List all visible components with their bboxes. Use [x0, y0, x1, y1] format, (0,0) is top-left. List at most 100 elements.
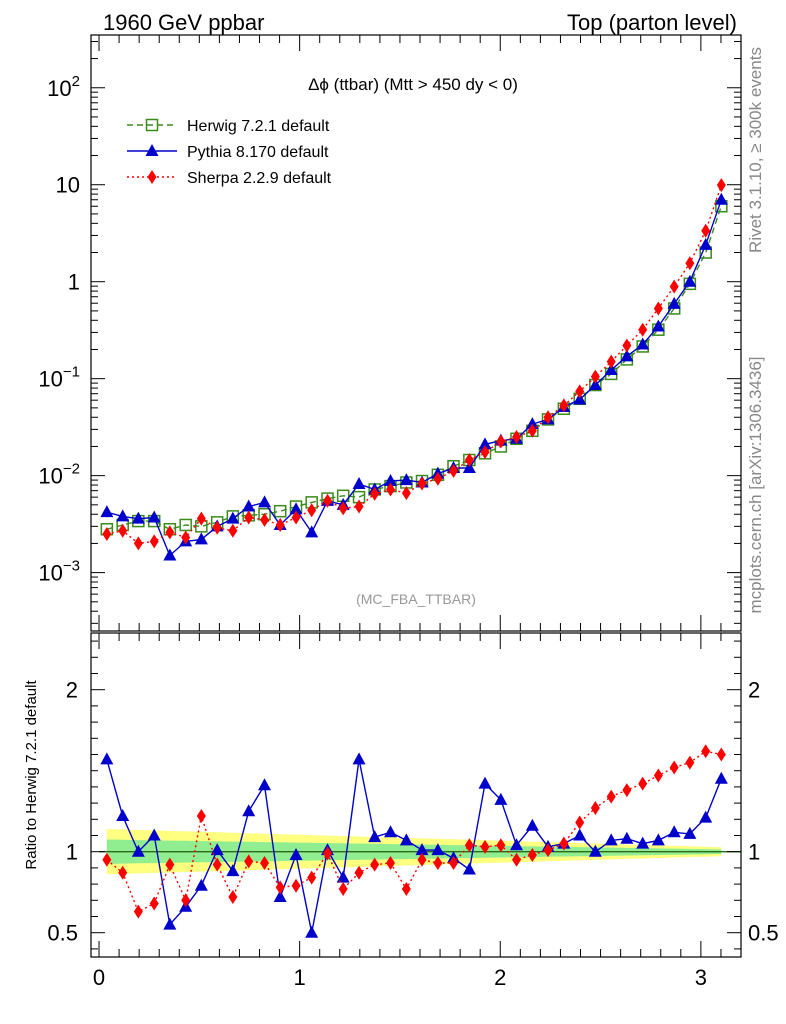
ratio-data-point	[147, 828, 161, 841]
ratio-y-axis-label: Ratio to Herwig 7.2.1 default	[23, 680, 40, 870]
ratio-y-tick-label-right: 2	[748, 678, 760, 703]
data-point	[636, 337, 650, 350]
data-point	[165, 525, 175, 540]
data-point	[449, 463, 459, 478]
data-point	[289, 502, 303, 515]
ratio-data-point	[431, 843, 445, 856]
ratio-y-tick-label-right: 1	[748, 840, 760, 865]
data-point	[338, 501, 348, 516]
data-point	[480, 445, 490, 460]
data-point	[118, 523, 128, 538]
y-tick-label: 10−2	[38, 461, 80, 489]
data-point	[100, 505, 114, 518]
mcplots-label: mcplots.cern.ch [arXiv:1306.3436]	[746, 356, 765, 613]
data-point	[273, 504, 287, 518]
ratio-data-point	[636, 836, 650, 849]
ratio-data-point	[620, 831, 634, 844]
ratio-data-point	[399, 833, 413, 846]
ratio-data-point	[494, 792, 508, 805]
ratio-data-point	[699, 810, 713, 823]
data-point	[590, 369, 600, 384]
ratio-data-point	[275, 880, 285, 895]
x-tick-label: 2	[494, 965, 506, 990]
data-point	[620, 349, 634, 362]
x-tick-label: 3	[695, 965, 707, 990]
data-point	[116, 509, 130, 522]
legend-marker	[145, 144, 159, 156]
data-point	[525, 417, 539, 430]
data-point	[653, 301, 663, 316]
ratio-data-point	[273, 890, 287, 903]
data-point	[194, 532, 208, 545]
data-point	[147, 510, 161, 523]
data-point	[559, 398, 569, 413]
data-point	[699, 237, 713, 250]
data-point	[196, 511, 206, 526]
x-tick-label: 0	[93, 965, 105, 990]
series-line	[106, 199, 722, 557]
ratio-data-point	[354, 865, 364, 880]
data-point	[244, 510, 254, 525]
ratio-y-tick-label: 1	[66, 840, 78, 865]
ratio-panel: 0.5 0.5 1 1 2 2 0 1 2 3 Ratio to Herwig 7.2.1 defa…	[23, 632, 779, 990]
ratio-data-point	[543, 843, 553, 858]
data-point	[226, 511, 240, 524]
ratio-data-point	[401, 881, 411, 896]
ratio-data-point	[102, 852, 112, 867]
data-point	[370, 486, 380, 501]
ratio-data-point	[653, 768, 663, 783]
data-point	[305, 525, 319, 538]
ratio-data-point	[118, 865, 128, 880]
ratio-series-line	[106, 759, 722, 933]
data-point	[384, 474, 398, 487]
ratio-data-point	[289, 847, 303, 860]
ratio-data-point	[480, 839, 490, 854]
ratio-data-point	[496, 838, 506, 853]
ratio-data-point	[196, 809, 206, 824]
y-tick-label: 10	[56, 173, 80, 198]
ratio-data-point	[478, 776, 492, 789]
series-pythia	[100, 192, 728, 561]
data-point	[716, 178, 726, 193]
data-point	[242, 499, 256, 512]
data-point	[212, 520, 222, 535]
ratio-data-point	[370, 857, 380, 872]
ratio-data-point	[525, 818, 539, 831]
ratio-data-point	[590, 800, 600, 815]
ratio-data-point	[131, 844, 145, 857]
ratio-data-point	[464, 838, 474, 853]
data-point	[604, 362, 618, 375]
ratio-data-point	[384, 825, 398, 838]
data-point	[131, 511, 145, 524]
ratio-data-point	[307, 870, 317, 885]
ratio-data-point	[433, 856, 443, 871]
data-point	[714, 192, 728, 205]
ratio-series-pythia	[100, 752, 728, 938]
data-point	[464, 452, 474, 467]
ratio-data-point	[512, 852, 522, 867]
data-point	[260, 512, 270, 527]
ratio-data-point	[449, 856, 459, 871]
ratio-data-point	[258, 778, 272, 791]
chart-title: Δϕ (ttbar) (Mtt > 450 dy < 0)	[308, 75, 518, 94]
legend-item: Sherpa 2.2.9 default	[127, 170, 332, 187]
data-point	[496, 434, 506, 449]
ratio-data-point	[651, 833, 665, 846]
data-point	[543, 410, 553, 425]
ratio-data-point	[133, 904, 143, 919]
ratio-data-point	[683, 826, 697, 839]
ratio-data-point	[336, 870, 350, 883]
ratio-series-sherpa	[102, 744, 726, 919]
data-point	[399, 473, 413, 486]
data-point	[588, 378, 602, 391]
ratio-data-point	[638, 776, 648, 791]
series-line	[106, 205, 722, 531]
ratio-data-point	[667, 825, 681, 838]
legend-marker	[147, 170, 157, 184]
legend-item: Pythia 8.170 default	[127, 144, 329, 161]
ratio-data-point	[604, 833, 618, 846]
legend-label: Sherpa 2.2.9 default	[187, 170, 332, 187]
data-point	[527, 423, 537, 438]
y-tick-label: 10−1	[38, 364, 80, 392]
ratio-data-point	[260, 856, 270, 871]
